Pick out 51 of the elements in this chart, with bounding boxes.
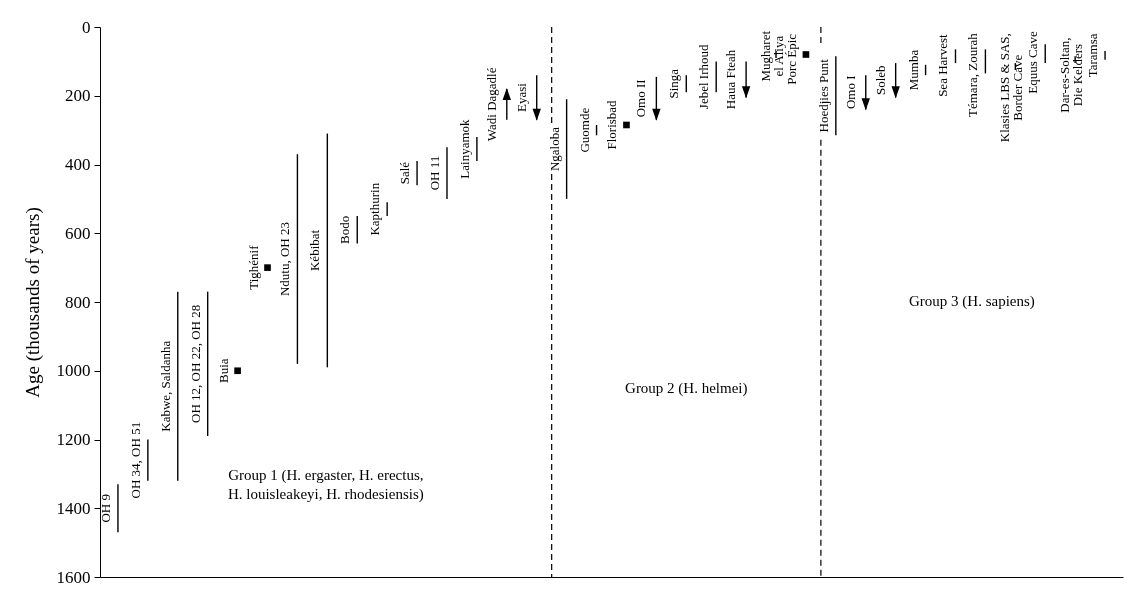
x-tick-label: OH 12, OH 22, OH 28 [187,304,203,423]
x-tick-label: Guomde [576,107,592,153]
x-tick-label: Bodo [337,215,353,244]
x-tick-label: Klasies LBS & SAS, Border Cave [997,33,1026,143]
x-tick-label: Omo I [842,75,858,110]
x-tick-label: Salé [397,161,413,185]
point [741,86,751,99]
point [802,51,810,58]
x-tick-label: Eyasi [513,82,529,112]
x-tick-label: Kébibat [307,229,323,272]
x-tick-label: Sea Harvest [935,34,951,97]
x-tick-label: Haua Fteah [723,49,739,110]
y-tick-label: 200 [65,86,91,106]
y-axis-title: Age (thousands of years) [21,207,44,398]
x-tick-label: Taramsa [1085,33,1101,78]
point [264,264,271,271]
x-tick-label: Ndutu, OH 23 [277,222,293,297]
x-tick-label: Soleb [872,65,888,96]
x-tick-label: Wadi Dagadlé [483,67,499,142]
x-tick-label: Buia [215,358,231,384]
x-tick-label: Mumba [905,49,921,91]
y-tick-label: 800 [65,292,91,312]
annotation: Group 1 (H. ergaster, H. erectus, H. louisleakeyi, H. rhodesiensis) [227,467,424,504]
y-tick-label: 1000 [56,361,91,381]
x-tick-label: Kabwe, Saldanha [157,340,173,432]
x-tick-label: OH 11 [426,155,442,191]
x-tick-label: Florisbad [604,99,620,150]
y-tick-label: 400 [65,155,91,174]
x-tick-label: Singa [666,68,682,99]
x-tick-label: Jebel Irhoud [696,44,712,110]
y-tick-label: 1600 [56,567,91,587]
point [234,367,241,375]
y-tick-label: 0 [82,17,91,37]
x-tick-label: Equus Cave [1025,31,1041,94]
x-tick-label: Tighénif [245,244,261,290]
y-tick-label: 600 [65,223,91,243]
x-tick-label: OH 34, OH 51 [127,421,143,499]
x-tick-label: Témara, Zourah [965,32,981,117]
annotation: Group 3 (H. sapiens) [909,293,1035,311]
x-tick-label: Ngaloba [546,126,562,172]
annotation: Group 2 (H. helmei) [625,380,748,398]
point [623,121,630,129]
x-tick-label: Kapthurin [367,182,383,236]
x-tick-label: Dar-es-Soltan, Die Kelders [1057,37,1086,113]
x-tick-label: OH 9 [97,493,113,523]
x-tick-label: Hoedjies Punt [815,58,831,133]
x-tick-label: Omo II [633,79,649,118]
y-tick-label: 1200 [56,430,91,449]
point [502,88,512,101]
x-tick-label: Lainyamok [456,118,472,179]
y-tick-label: 1400 [56,498,91,518]
